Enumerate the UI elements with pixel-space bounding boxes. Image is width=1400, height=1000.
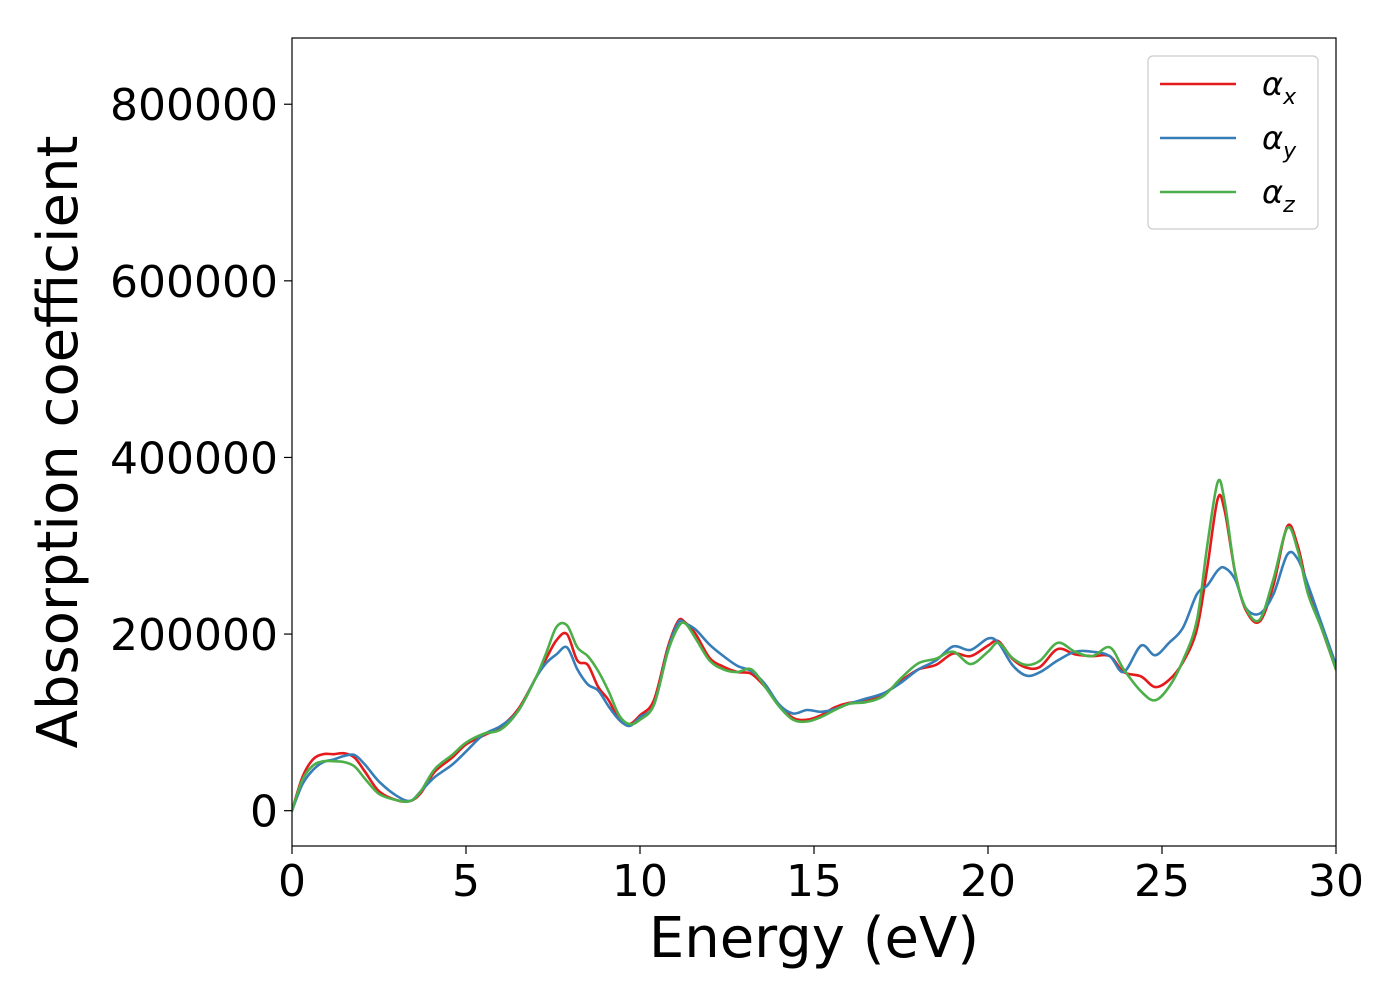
y-tick-label: 200000 bbox=[110, 610, 278, 661]
legend-label-z: αz bbox=[1262, 173, 1295, 218]
x-tick-label: 0 bbox=[278, 856, 306, 907]
y-axis-ticks: 0 200000 400000 600000 800000 bbox=[110, 80, 292, 838]
plot-area-frame bbox=[291, 37, 1337, 847]
x-tick-label: 30 bbox=[1308, 856, 1364, 907]
series-layer bbox=[292, 478, 1336, 812]
x-axis-ticks: 0 5 10 15 20 25 30 bbox=[278, 846, 1364, 907]
y-tick-label: 600000 bbox=[110, 257, 278, 308]
legend-label-subscript: y bbox=[1282, 139, 1297, 164]
legend-label-base: α bbox=[1262, 173, 1283, 211]
x-tick-label: 5 bbox=[452, 856, 480, 907]
series-line-z bbox=[292, 478, 1336, 812]
x-tick-label: 10 bbox=[612, 856, 668, 907]
x-tick-label: 25 bbox=[1134, 856, 1190, 907]
legend-label-base: α bbox=[1262, 119, 1283, 157]
y-tick-label: 400000 bbox=[110, 433, 278, 484]
legend-label-base: α bbox=[1262, 65, 1283, 103]
y-axis-title: Absorption coefficient bbox=[26, 136, 91, 749]
legend-label-y: αy bbox=[1262, 119, 1297, 164]
x-axis-title: Energy (eV) bbox=[649, 906, 979, 971]
legend-frame bbox=[1147, 55, 1319, 230]
y-tick-label: 800000 bbox=[110, 80, 278, 131]
x-tick-label: 20 bbox=[960, 856, 1016, 907]
legend-label-subscript: x bbox=[1282, 85, 1297, 110]
legend-label-subscript: z bbox=[1282, 193, 1295, 218]
y-tick-label: 0 bbox=[250, 787, 278, 838]
legend-label-x: αx bbox=[1262, 65, 1297, 110]
x-tick-label: 15 bbox=[786, 856, 842, 907]
